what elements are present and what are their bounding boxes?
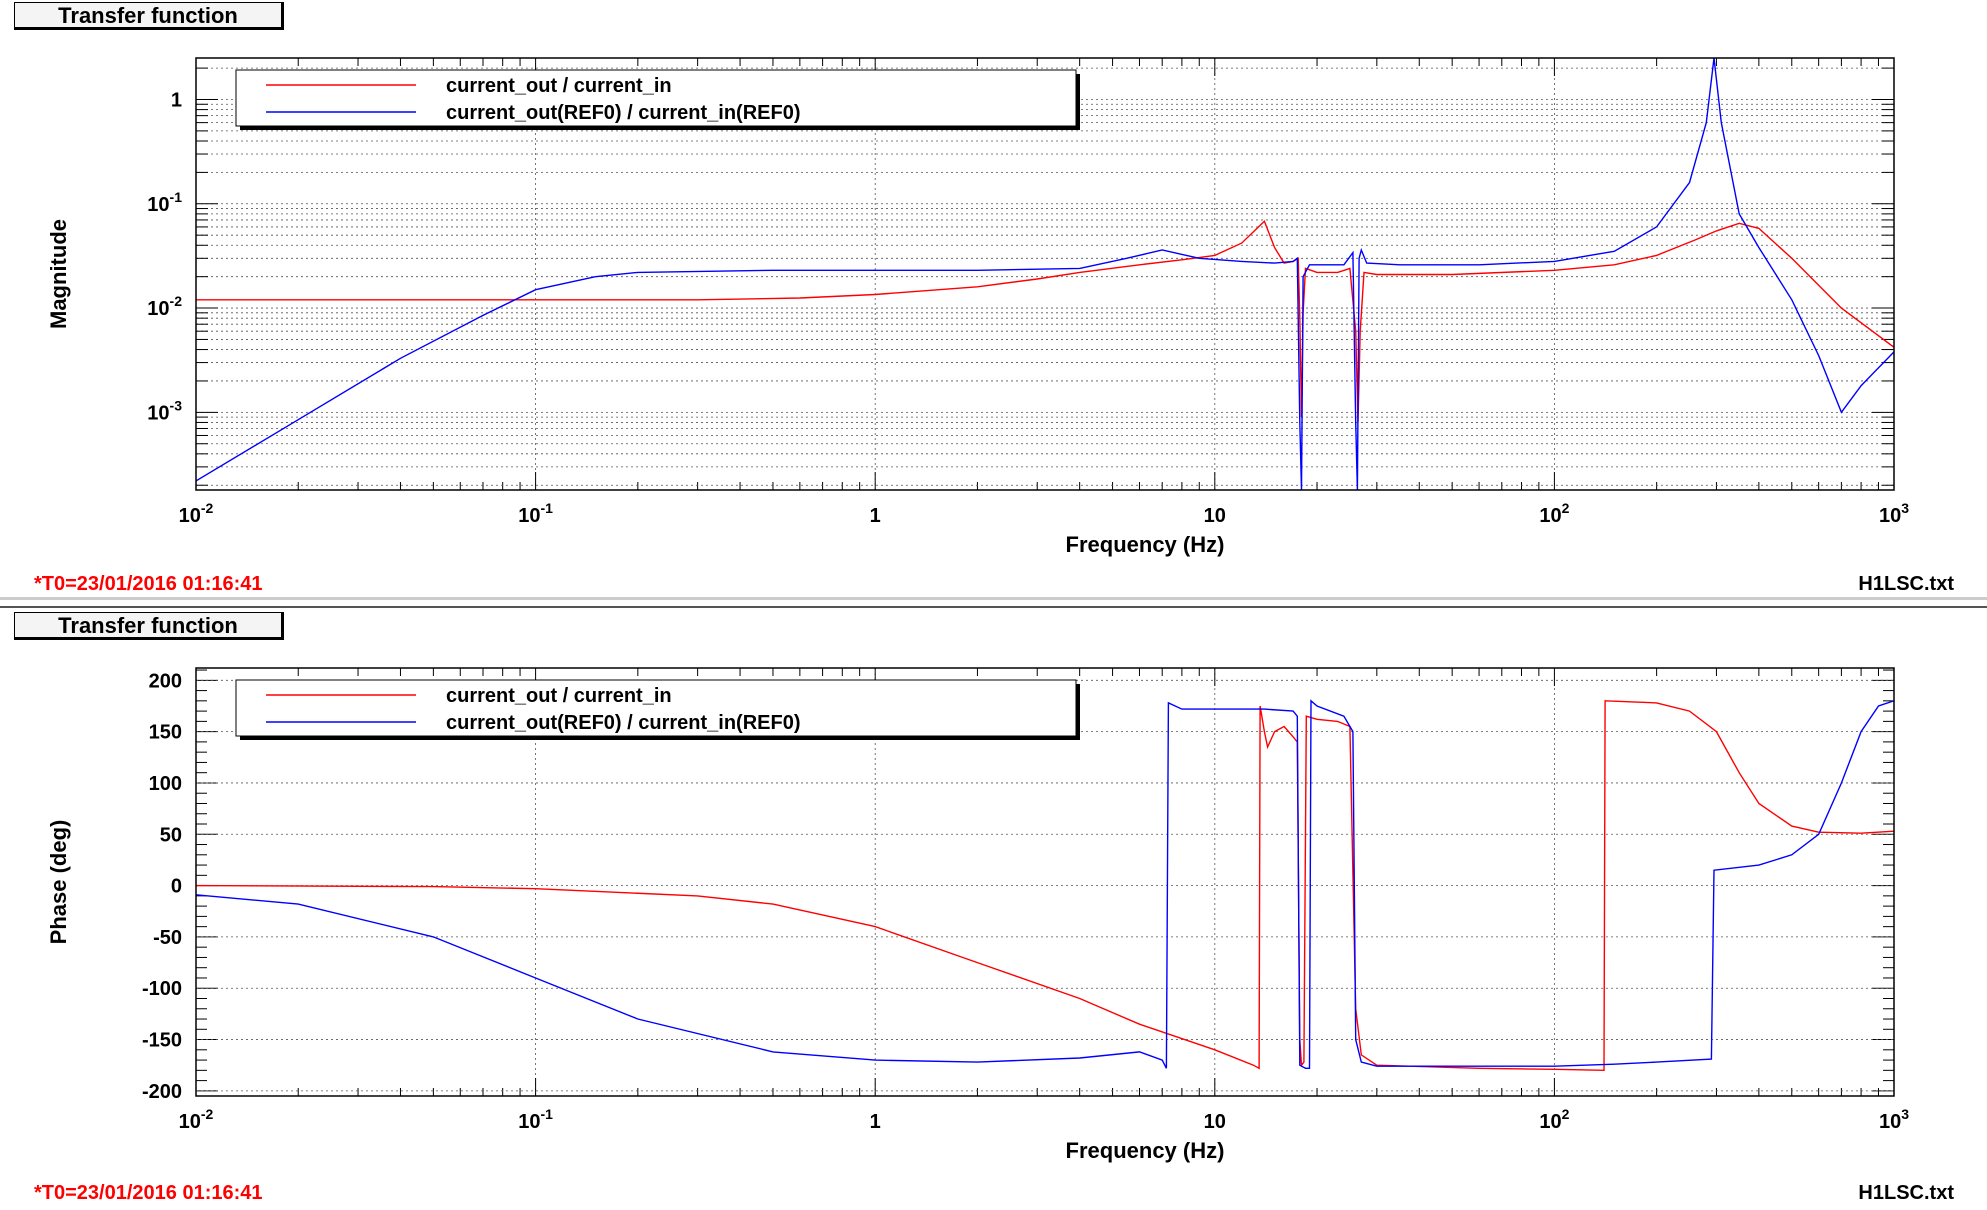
y-tick-label: -100 [142,978,182,1000]
filename-label: H1LSC.txt [1858,573,1954,595]
legend-label: current_out / current_in [446,75,672,97]
y-axis-title: Magnitude [46,219,71,329]
plot-frame [195,667,1895,1097]
phase-panel: Transfer function 10-2 10-1 1 10 102 103 200 15… [0,610,1987,1210]
y-tick-label: 50 [160,824,182,846]
x-tick-label: 1 [870,1111,881,1133]
y-tick-label: -50 [153,927,182,949]
legend-label: current_out(REF0) / current_in(REF0) [446,102,800,124]
phase-chart: 10-2 10-1 1 10 102 103 200 150 100 50 0 -50 -100 -150… [46,667,1909,1163]
series-line-reference [196,58,1894,490]
x-tick-label: 1 [870,505,881,527]
panel-title: Transfer function [14,2,284,30]
x-tick-label: 102 [1539,1106,1569,1133]
x-tick-label: 10 [1204,505,1226,527]
magnitude-panel: Transfer function 10-2 10-1 1 10 102 103 1 10-1… [0,0,1987,600]
y-tick-label: 100 [149,773,182,795]
x-axis-title: Frequency (Hz) [1066,1138,1225,1163]
timestamp-label: *T0=23/01/2016 01:16:41 [34,573,263,595]
x-tick-label: 102 [1539,500,1569,527]
legend-box [235,69,1077,127]
legend-label: current_out(REF0) / current_in(REF0) [446,712,800,734]
legend-label: current_out / current_in [446,685,672,707]
timestamp-label: *T0=23/01/2016 01:16:41 [34,1182,263,1204]
panel-divider-line [0,606,1987,608]
y-tick-label: 1 [171,89,182,111]
series-line-reference [196,699,1894,1069]
x-tick-label: 103 [1879,1106,1909,1133]
y-tick-label: 10-3 [147,397,182,424]
y-axis-title: Phase (deg) [46,820,71,945]
x-tick-label: 10 [1204,1111,1226,1133]
series-line-current [196,700,1894,1072]
x-tick-label: 103 [1879,500,1909,527]
y-tick-label: 150 [149,722,182,744]
x-tick-label: 10-1 [518,500,553,527]
x-tick-label: 10-2 [179,1106,214,1133]
y-tick-label: 10-1 [147,189,182,216]
x-axis-title: Frequency (Hz) [1066,532,1225,557]
panel-divider [0,597,1987,600]
magnitude-chart: 10-2 10-1 1 10 102 103 1 10-1 10-2 10-3 Frequency … [46,57,1909,557]
y-tick-label: 200 [149,670,182,692]
x-tick-label: 10-1 [518,1106,553,1133]
plot-frame [195,57,1895,491]
panel-title: Transfer function [14,612,284,640]
y-tick-label: 0 [171,876,182,898]
y-tick-label: 10-2 [147,293,182,320]
y-tick-label: -200 [142,1081,182,1103]
x-tick-label: 10-2 [179,500,214,527]
filename-label: H1LSC.txt [1858,1182,1954,1204]
y-tick-label: -150 [142,1030,182,1052]
legend-box [235,679,1077,737]
